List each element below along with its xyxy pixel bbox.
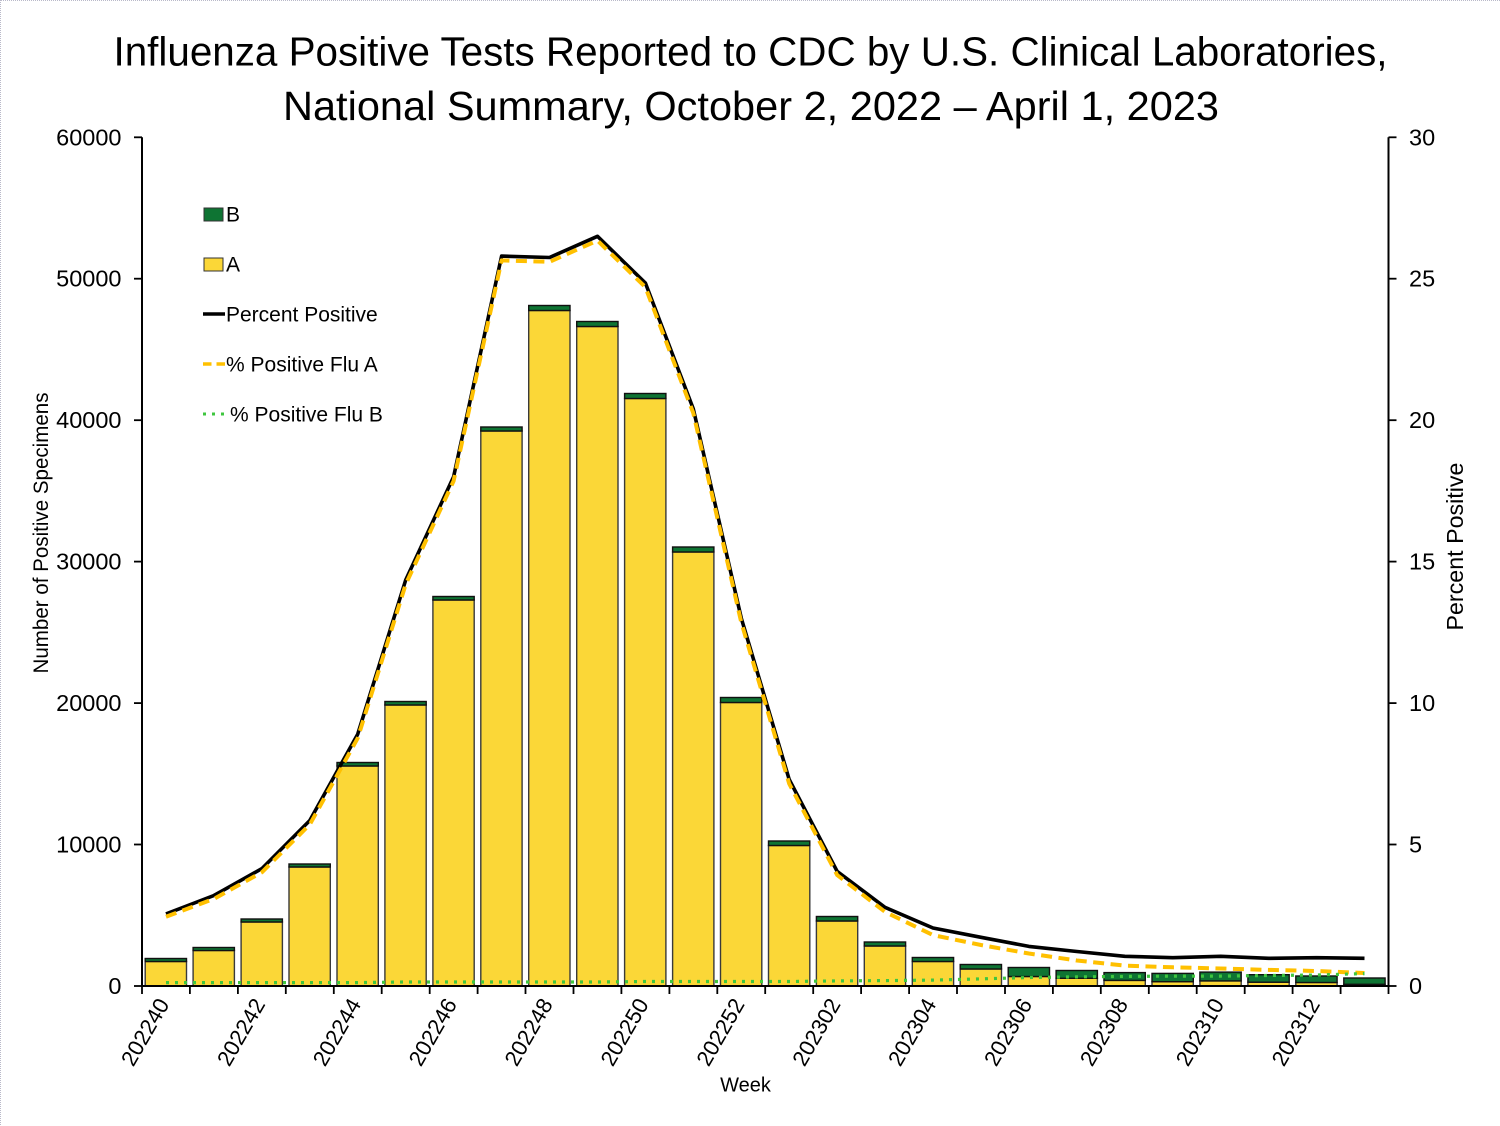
svg-text:50000: 50000: [56, 266, 121, 292]
svg-text:% Positive Flu B: % Positive Flu B: [230, 404, 383, 427]
svg-text:20: 20: [1409, 407, 1435, 433]
svg-text:A: A: [226, 254, 240, 277]
svg-text:25: 25: [1409, 266, 1435, 292]
svg-text:National Summary, October 2, 2: National Summary, October 2, 2022 – Apri…: [283, 83, 1219, 129]
svg-text:B: B: [226, 204, 240, 227]
svg-text:Number of Positive Specimens: Number of Positive Specimens: [30, 393, 53, 674]
svg-text:Influenza Positive Tests Repor: Influenza Positive Tests Reported to CDC…: [114, 29, 1388, 75]
svg-text:5: 5: [1409, 832, 1422, 858]
svg-text:30000: 30000: [56, 549, 121, 575]
svg-text:0: 0: [1409, 973, 1422, 999]
svg-text:60000: 60000: [56, 124, 121, 150]
svg-text:Percent Positive: Percent Positive: [1442, 463, 1468, 631]
svg-text:% Positive Flu A: % Positive Flu A: [226, 354, 378, 377]
svg-text:Week: Week: [720, 1075, 772, 1097]
svg-text:20000: 20000: [56, 690, 121, 716]
svg-text:30: 30: [1409, 124, 1435, 150]
svg-text:15: 15: [1409, 549, 1435, 575]
svg-text:10000: 10000: [56, 832, 121, 858]
svg-text:0: 0: [108, 973, 121, 999]
svg-text:40000: 40000: [56, 407, 121, 433]
svg-text:10: 10: [1409, 690, 1435, 716]
svg-text:Percent Positive: Percent Positive: [226, 304, 378, 327]
